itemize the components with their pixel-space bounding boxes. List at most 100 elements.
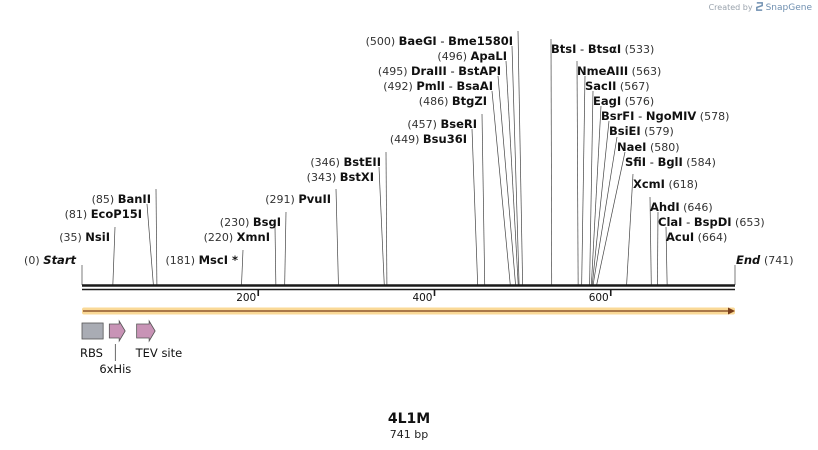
enzyme-name: BaeGI [399,34,437,48]
site-position: (230) [220,216,253,229]
rbs-feature [81,322,104,340]
end-name: End [736,253,761,267]
site-position: (495) [378,65,411,78]
site-position: (500) [366,35,399,48]
site-position: (664) [694,231,727,244]
enzyme-name: MscI * [199,253,238,267]
site-line [385,151,388,286]
site-label: AcuI (664) [666,230,727,244]
site-position: (580) [646,141,679,154]
site-label: (346) BstEII [310,155,381,169]
site-label: BtsI - BtsαI (533) [551,42,654,56]
feature-label-rbs: RBS [80,346,103,360]
site-position: (584) [683,156,716,169]
site-label: EagI (576) [593,94,654,108]
arrow-feature [136,319,156,343]
site-label: (81) EcoP15I [65,207,142,221]
site-label: (85) BanII [92,192,151,206]
site-line [626,173,634,286]
site-line [589,90,594,286]
site-separator: - [445,79,456,93]
site-line [274,226,277,286]
site-separator: - [682,215,693,229]
enzyme-name: XmnI [237,230,270,244]
site-label: SfiI - BglI (584) [625,155,716,169]
site-line [146,203,154,286]
enzyme-name: SacII [585,79,616,93]
orf-arrowhead [728,307,735,315]
site-separator: - [576,42,587,56]
site-position: (653) [732,216,765,229]
site-separator: - [646,155,657,169]
enzyme-name: NsiI [85,230,110,244]
site-label: (449) Bsu36I [390,132,467,146]
site-line [241,249,244,286]
site-line [592,136,618,286]
site-label: (181) MscI * [166,253,238,267]
plasmid-name: 4L1M [387,411,431,427]
enzyme-name: BstXI [340,170,374,184]
enzyme-name: EcoP15I [91,207,142,221]
site-label: (496) ApaLI [437,49,507,63]
site-separator: - [447,64,458,78]
site-position: (346) [310,156,343,169]
site-label: NmeAIII (563) [577,64,661,78]
end-position: (741) [764,254,794,267]
site-position: (457) [407,118,440,131]
arrow-feature [108,319,126,343]
site-position: (492) [383,80,416,93]
site-position: (220) [204,231,237,244]
site-position: (578) [696,110,729,123]
end-name: Start [43,253,76,267]
enzyme-name: BtsI [551,42,576,56]
ruler-ticks: 200 400 600 [236,289,612,304]
site-line [284,211,287,286]
site-label: (291) PvuII [265,192,331,206]
enzyme-name: AhdI [650,200,680,214]
site-position: (533) [621,43,654,56]
site-position: (618) [665,178,698,191]
site-label: (230) BsgI [220,215,281,229]
site-label: ClaI - BspDI (653) [658,215,765,229]
credit-prefix: Created by [708,3,753,12]
site-position: (291) [265,193,298,206]
site-lines [81,30,736,286]
feature-label-tev: TEV site [135,346,183,360]
site-position: (646) [680,201,713,214]
feature-track: RBS 6xHis TEV site [80,319,183,376]
site-line [657,211,659,286]
site-label: (495) DraIII - BstAPI [378,64,501,78]
site-position: (486) [419,95,452,108]
site-label: (457) BseRI [407,117,477,131]
enzyme-name: NmeAIII [577,64,628,78]
site-label: (35) NsiI [59,230,110,244]
enzyme-name: NgoMIV [646,109,696,123]
tick-label: 200 [236,292,256,304]
site-line [665,226,668,286]
site-line [581,75,586,286]
site-line [481,113,486,286]
enzyme-name: AcuI [666,230,694,244]
enzyme-name: XcmI [633,177,665,191]
enzyme-name: ApaLI [471,49,508,63]
tick-label: 400 [412,292,432,304]
site-line [591,105,602,286]
site-line [471,128,479,286]
enzyme-name: BtsαI [588,42,621,56]
enzyme-name: ClaI [658,215,682,229]
site-line [596,151,626,286]
site-line [112,226,116,286]
site-position: (35) [59,231,85,244]
enzyme-name: BsgI [253,215,281,229]
site-position: (496) [437,50,470,63]
site-position: (563) [628,65,661,78]
site-label: NaeI (580) [617,140,680,154]
enzyme-name: Bsu36I [423,132,467,146]
enzyme-name: DraIII [411,64,447,78]
enzyme-name: BseRI [440,117,477,131]
backbone [82,284,735,291]
enzyme-name: PvuII [298,192,331,206]
site-position: (81) [65,208,91,221]
site-label: AhdI (646) [650,200,713,214]
